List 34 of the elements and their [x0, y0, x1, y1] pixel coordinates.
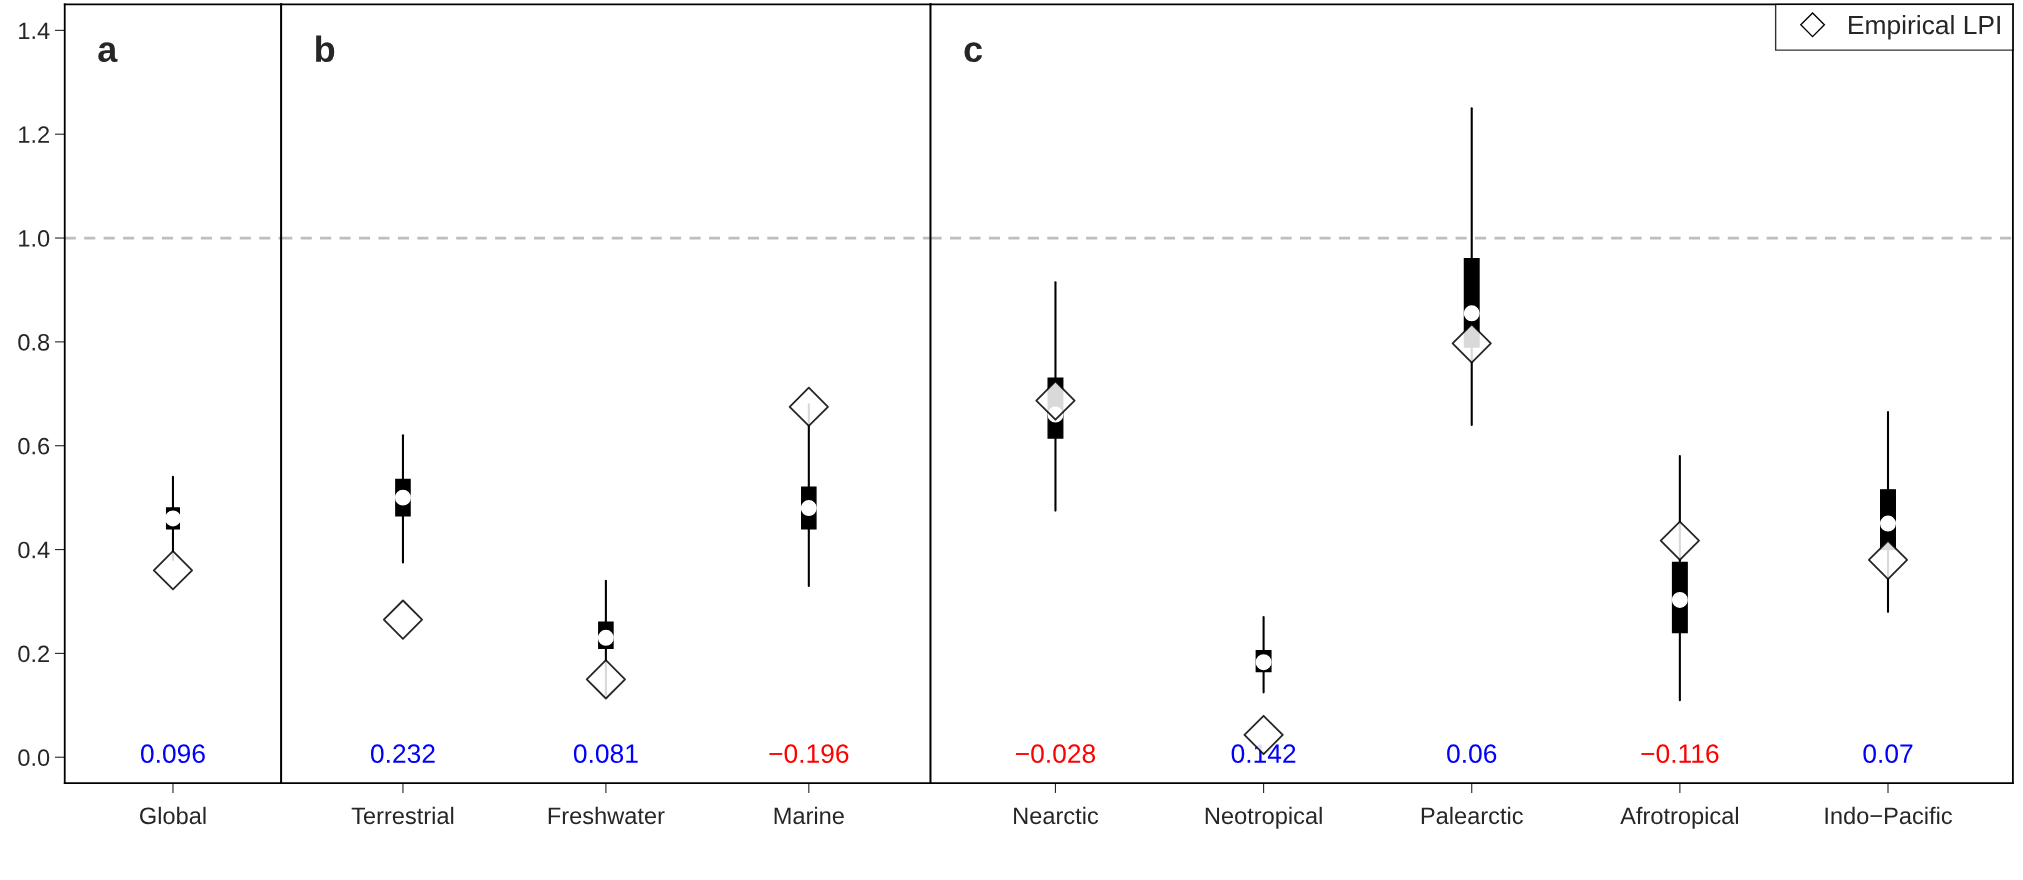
y-tick-label: 1.4 [19, 22, 50, 39]
annotation: 0.142 [1231, 744, 1296, 764]
y-tick-label: 1.2 [19, 126, 49, 143]
x-tick-label: Nearctic [1014, 806, 1099, 825]
y-tick-label: 1.0 [19, 230, 50, 247]
annotation: −0.196 [769, 744, 849, 764]
annotation: 0.06 [1447, 744, 1497, 764]
annotation: c [964, 42, 983, 63]
annotation: a [98, 42, 118, 63]
x-tick-label: Global [140, 806, 206, 825]
annotation: −0.028 [1016, 744, 1096, 764]
point [1451, 323, 1492, 364]
point [1659, 520, 1700, 561]
x-tick-label: Freshwater [548, 806, 665, 825]
annotation: 0.07 [1863, 744, 1913, 764]
y-tick-label: 0.2 [18, 645, 49, 663]
annotation: 0.232 [370, 744, 435, 764]
legend-label: Empirical LPI [1849, 14, 2000, 40]
point [1867, 539, 1909, 580]
annotation: b [316, 35, 335, 63]
y-tick-label: 0.8 [18, 333, 50, 351]
x-tick-label: Marine [774, 806, 844, 825]
y-tick-label: 0.4 [18, 541, 50, 559]
y-tick-label: 0.0 [18, 749, 50, 767]
annotation: −0.116 [1641, 744, 1719, 764]
x-tick-label: Palearctic [1421, 806, 1523, 825]
x-tick-label: Neotropical [1205, 806, 1322, 829]
y-tick-label: 0.6 [18, 437, 50, 455]
annotation: 0.096 [140, 744, 205, 764]
point [1035, 380, 1076, 421]
x-tick-label: Indo−Pacific [1825, 806, 1953, 825]
annotation: 0.081 [573, 744, 638, 764]
x-tick-label: Terrestrial [351, 806, 454, 825]
x-tick-label: Afrotropical [1620, 806, 1738, 829]
